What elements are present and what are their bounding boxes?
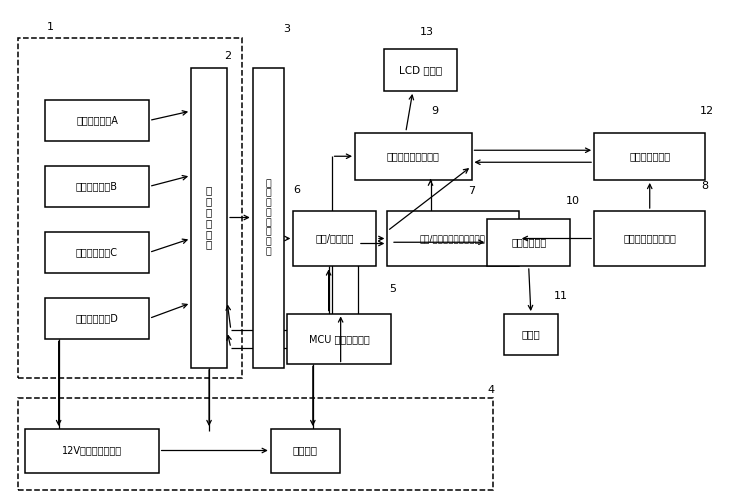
Text: 蜂鸣器: 蜂鸣器 — [522, 330, 540, 340]
Text: 12V连接倒车灯电源: 12V连接倒车灯电源 — [62, 446, 122, 456]
Text: 7: 7 — [468, 186, 475, 196]
Text: 5: 5 — [390, 284, 396, 294]
Text: 10: 10 — [566, 196, 580, 206]
Text: LCD 显示屏: LCD 显示屏 — [399, 65, 442, 75]
FancyBboxPatch shape — [45, 100, 149, 141]
Text: 3: 3 — [283, 24, 290, 34]
FancyBboxPatch shape — [594, 211, 705, 266]
Text: 超声波响应器A: 超声波响应器A — [76, 116, 118, 126]
FancyBboxPatch shape — [355, 132, 472, 180]
Text: 9: 9 — [432, 106, 438, 116]
Text: 11: 11 — [553, 291, 568, 301]
Text: 4: 4 — [487, 385, 494, 395]
FancyBboxPatch shape — [384, 48, 457, 91]
FancyBboxPatch shape — [387, 211, 519, 266]
Text: 6: 6 — [293, 185, 300, 195]
FancyBboxPatch shape — [25, 428, 159, 472]
FancyBboxPatch shape — [45, 232, 149, 273]
Text: 发射/接收模块: 发射/接收模块 — [315, 234, 354, 243]
Text: 电
子
开
关
电
路: 电 子 开 关 电 路 — [206, 186, 212, 250]
Text: 稳压电路: 稳压电路 — [293, 446, 318, 456]
FancyBboxPatch shape — [45, 166, 149, 207]
Text: 超声波响应器C: 超声波响应器C — [76, 248, 118, 258]
Text: 12: 12 — [699, 106, 714, 116]
Text: 背光片推动电路: 背光片推动电路 — [629, 151, 670, 161]
FancyBboxPatch shape — [293, 211, 376, 266]
Text: 可充电电池供电电路: 可充电电池供电电路 — [623, 234, 676, 243]
Text: 报警警示电路: 报警警示电路 — [511, 237, 546, 247]
Text: 超声波响应器B: 超声波响应器B — [76, 182, 118, 192]
FancyBboxPatch shape — [191, 68, 227, 368]
FancyBboxPatch shape — [504, 314, 558, 355]
Text: 2: 2 — [224, 51, 231, 61]
FancyBboxPatch shape — [253, 68, 284, 368]
FancyBboxPatch shape — [45, 298, 149, 339]
FancyBboxPatch shape — [287, 314, 391, 364]
FancyBboxPatch shape — [487, 218, 570, 266]
Text: 接
收
信
号
处
理
部
分: 接 收 信 号 处 理 部 分 — [265, 179, 271, 256]
Text: 发射/接收模块供电控制电路: 发射/接收模块供电控制电路 — [420, 234, 486, 243]
Text: 1: 1 — [47, 22, 53, 32]
Text: MCU 中央微处理器: MCU 中央微处理器 — [309, 334, 369, 344]
Text: 13: 13 — [420, 27, 434, 37]
Text: 8: 8 — [701, 181, 708, 191]
FancyBboxPatch shape — [271, 428, 340, 472]
FancyBboxPatch shape — [594, 132, 705, 180]
Text: 显示器驱动控制电路: 显示器驱动控制电路 — [387, 151, 440, 161]
Text: 超声波响应器D: 超声波响应器D — [75, 314, 119, 324]
